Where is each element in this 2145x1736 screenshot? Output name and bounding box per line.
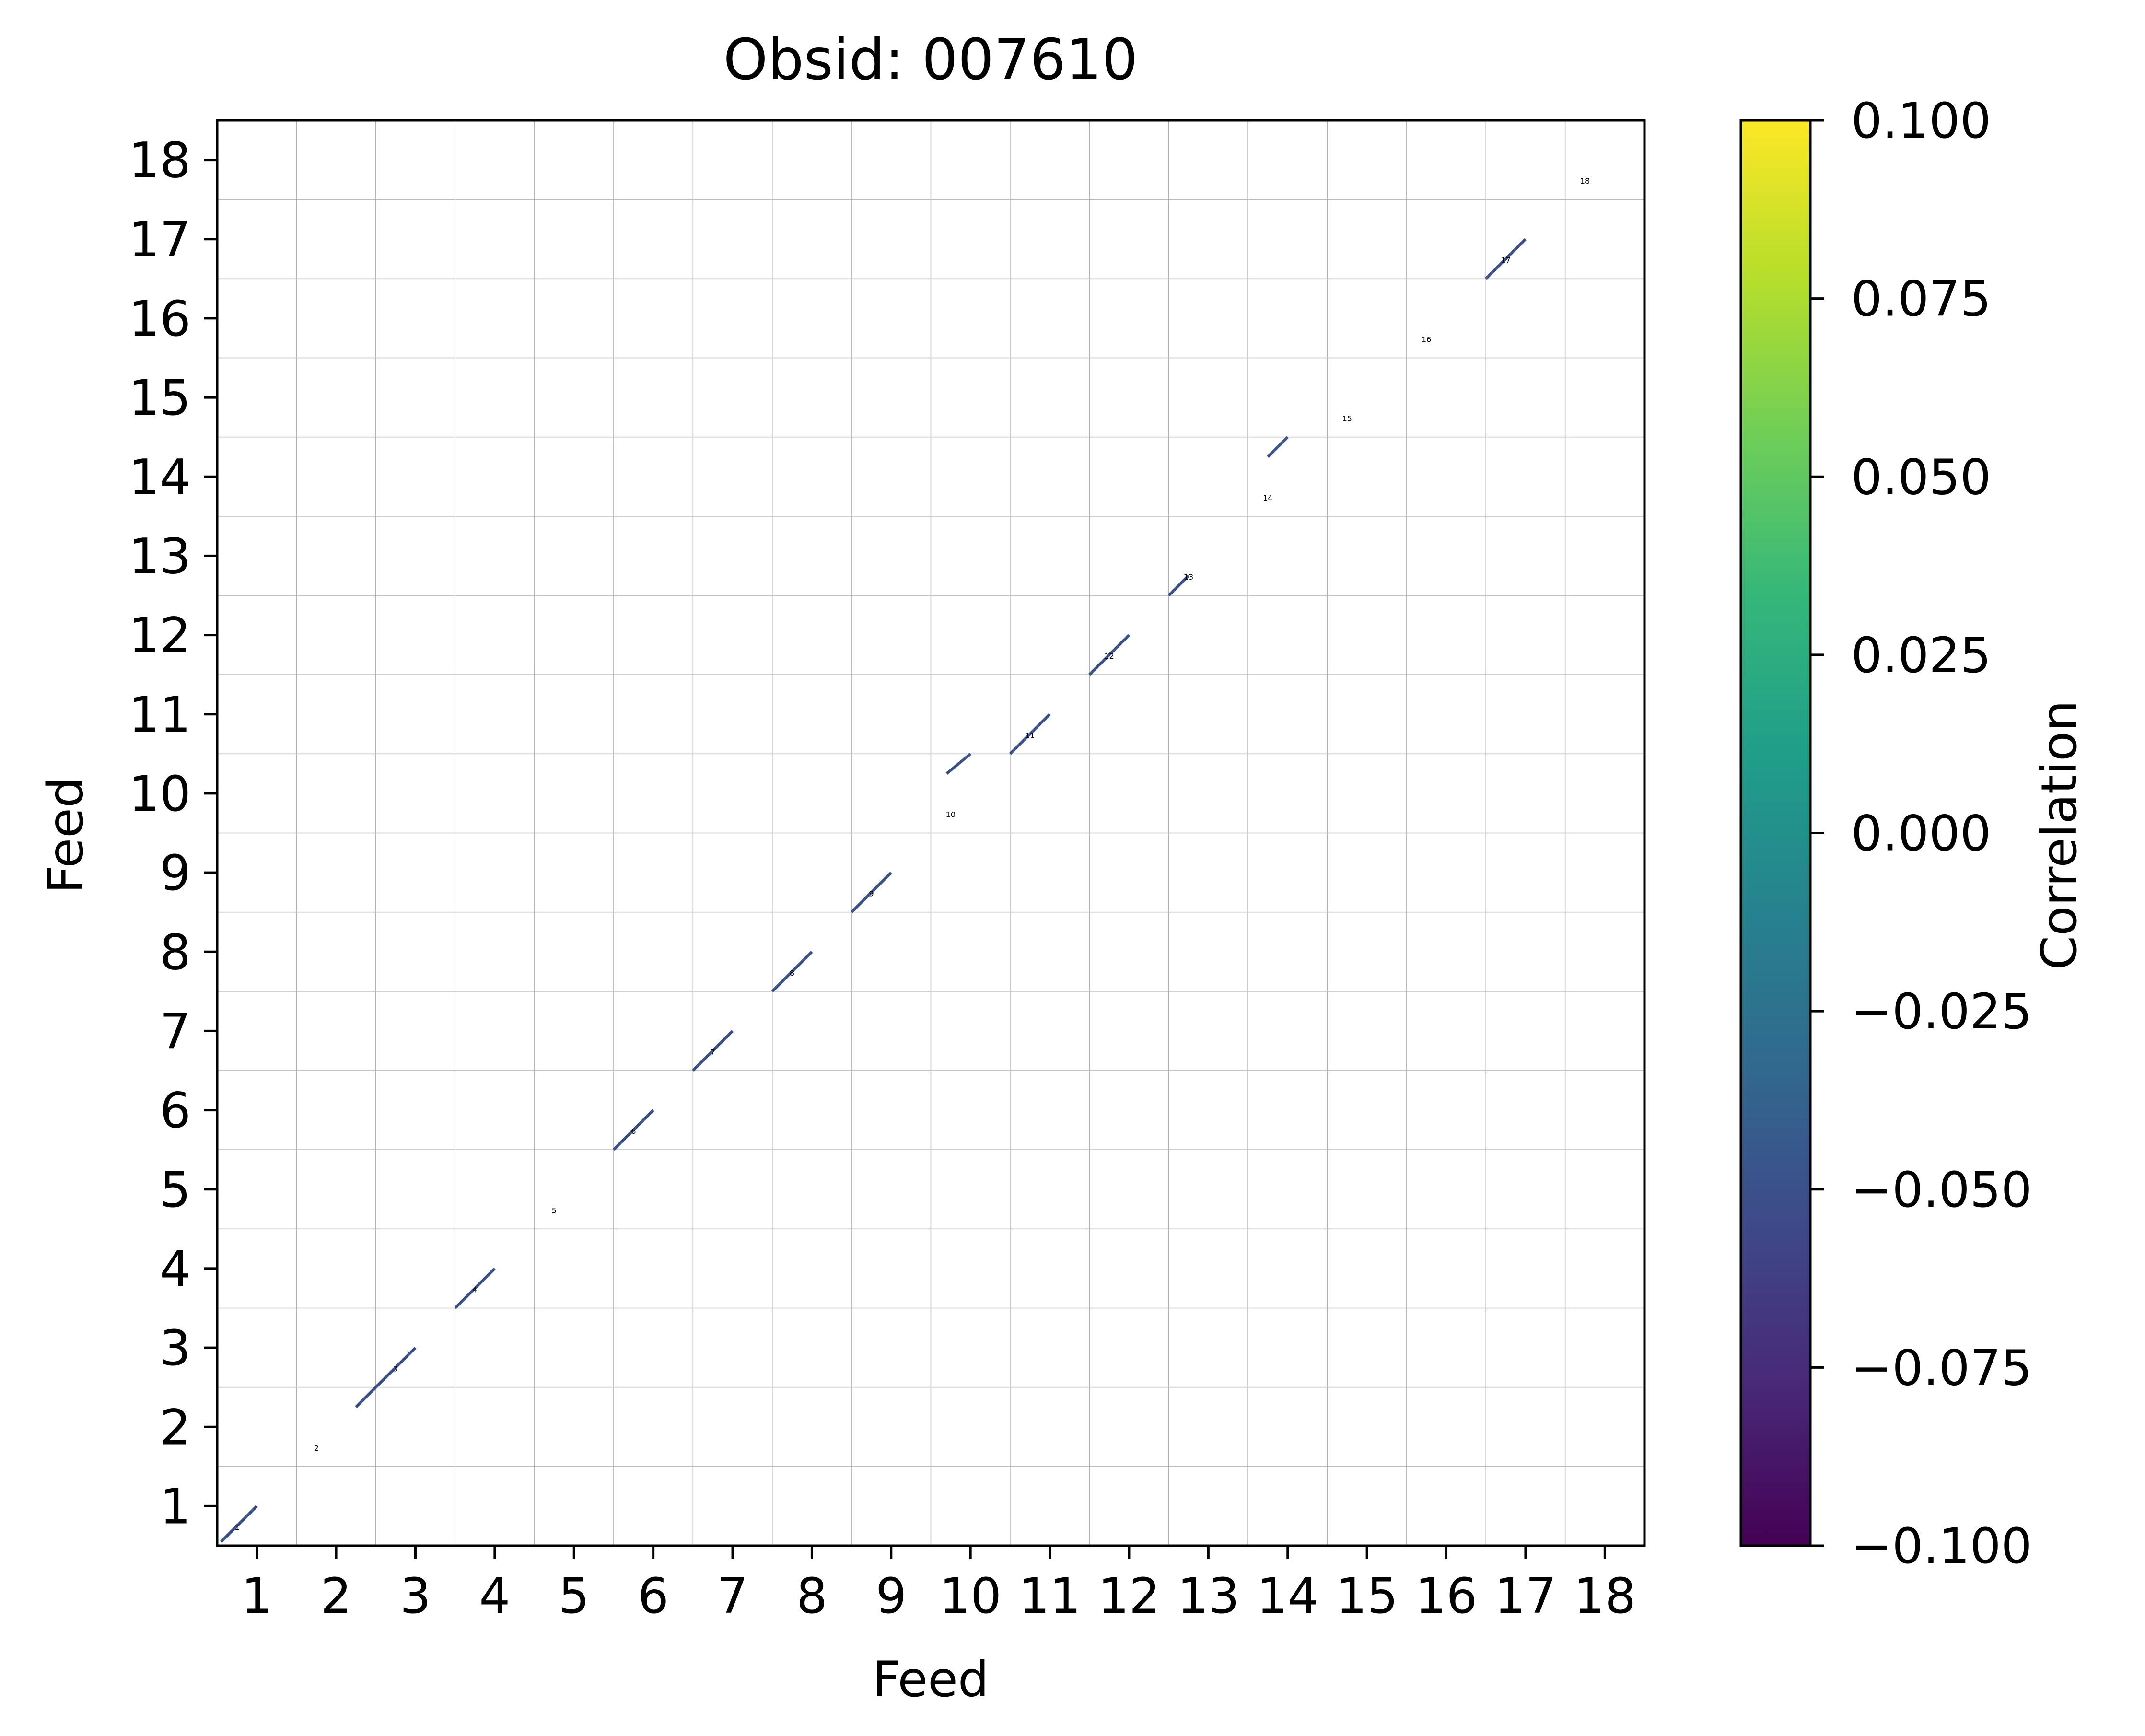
y-tick-label: 2 xyxy=(160,1399,191,1456)
y-tick-label: 1 xyxy=(160,1478,191,1535)
colorbar-tick-label: 0.000 xyxy=(1851,805,1991,862)
y-tick-label: 13 xyxy=(128,528,191,585)
colorbar-tick-label: −0.050 xyxy=(1851,1162,2032,1219)
y-tick-label: 16 xyxy=(128,291,191,348)
diagonal-feed-label: 15 xyxy=(1342,414,1352,423)
colorbar-label: Correlation xyxy=(2031,700,2088,970)
x-tick-label: 5 xyxy=(559,1568,590,1625)
x-tick-label: 13 xyxy=(1177,1568,1239,1625)
diagonal-feed-label: 17 xyxy=(1501,256,1510,265)
x-tick-label: 3 xyxy=(400,1568,431,1625)
x-tick-label: 16 xyxy=(1415,1568,1478,1625)
colorbar-tick-label: −0.025 xyxy=(1851,983,2032,1040)
x-axis-label: Feed xyxy=(872,1651,989,1708)
diagonal-line xyxy=(1009,713,1051,755)
diagonal-feed-label: 1 xyxy=(234,1523,239,1532)
y-tick-label: 11 xyxy=(128,687,191,744)
diagonal-feed-label: 18 xyxy=(1580,176,1590,186)
x-tick-label: 12 xyxy=(1098,1568,1160,1625)
colorbar-tick-label: 0.050 xyxy=(1851,449,1991,506)
x-tick-label: 1 xyxy=(241,1568,272,1625)
colorbar-ticks: 0.100 0.075 0.050 0.025 0.000 −0.025 −0.050 −0.… xyxy=(1810,93,2032,1575)
y-tick-label: 9 xyxy=(160,845,191,902)
y-tick-label: 15 xyxy=(128,370,191,427)
diagonal-feed-label: 12 xyxy=(1104,652,1114,661)
y-tick-label: 10 xyxy=(128,766,191,823)
x-tick-label: 11 xyxy=(1019,1568,1081,1625)
y-tick-label: 5 xyxy=(160,1162,191,1219)
diagonal-line xyxy=(692,1030,734,1072)
diagonal-line xyxy=(355,1386,377,1409)
diagonal-line xyxy=(612,1109,654,1151)
x-tick-label: 2 xyxy=(321,1568,352,1625)
colorbar-tick-label: −0.100 xyxy=(1851,1518,2032,1575)
diagonal-feed-label: 10 xyxy=(946,810,956,819)
x-tick-label: 14 xyxy=(1257,1568,1319,1625)
diagonal-feed-label: 3 xyxy=(393,1364,398,1374)
y-tick-label: 14 xyxy=(128,449,191,506)
diagonal-line xyxy=(220,1505,258,1543)
x-axis-ticks: 1 2 3 4 5 6 7 8 9 10 11 12 13 14 15 16 17 18 xyxy=(241,1546,1636,1625)
diagonal-feed-label: 8 xyxy=(790,968,794,978)
diagonal-line xyxy=(1485,238,1527,280)
diagonal-feed-label: 7 xyxy=(711,1048,715,1057)
diagonal-line xyxy=(454,1267,496,1309)
y-tick-label: 8 xyxy=(160,924,191,981)
diagonal-line xyxy=(1267,436,1289,458)
x-tick-label: 7 xyxy=(717,1568,748,1625)
diagonal-feed-label: 16 xyxy=(1422,335,1431,344)
y-tick-label: 18 xyxy=(128,132,191,189)
x-tick-label: 8 xyxy=(796,1568,828,1625)
diagonal-line xyxy=(771,951,813,992)
y-tick-label: 6 xyxy=(160,1083,191,1140)
colorbar-tick-label: −0.075 xyxy=(1851,1340,2032,1397)
chart-title: Obsid: 007610 xyxy=(723,26,1138,93)
heatmap-gridlines xyxy=(217,120,1644,1546)
diagonal-feed-label: 9 xyxy=(869,889,874,898)
diagonal-blocks xyxy=(220,238,1527,1543)
diagonal-feed-label: 6 xyxy=(631,1127,636,1136)
diagonal-feed-label: 13 xyxy=(1184,572,1193,582)
plot-frame xyxy=(216,119,1646,1547)
diagonal-line xyxy=(374,1346,417,1388)
x-tick-label: 6 xyxy=(638,1568,669,1625)
x-tick-label: 18 xyxy=(1574,1568,1636,1625)
diagonal-line xyxy=(1088,634,1131,676)
diagonal-line xyxy=(945,753,972,775)
colorbar-tick-label: 0.100 xyxy=(1851,93,1991,150)
x-tick-label: 9 xyxy=(875,1568,907,1625)
y-tick-label: 17 xyxy=(128,211,191,268)
diagonal-line xyxy=(850,871,892,913)
colorbar xyxy=(1739,119,1812,1547)
y-tick-label: 7 xyxy=(160,1003,191,1060)
diagonal-line xyxy=(1167,574,1190,597)
colorbar-tick-label: 0.075 xyxy=(1851,271,1991,328)
x-tick-label: 4 xyxy=(479,1568,510,1625)
diagonal-feed-label: 4 xyxy=(472,1285,477,1294)
y-axis-label: Feed xyxy=(37,777,94,893)
colorbar-tick-label: 0.025 xyxy=(1851,627,1991,684)
x-tick-label: 17 xyxy=(1494,1568,1557,1625)
diagonal-feed-label: 5 xyxy=(552,1206,557,1215)
diagonal-feed-label: 14 xyxy=(1263,493,1272,502)
y-tick-label: 12 xyxy=(128,607,191,664)
y-tick-label: 3 xyxy=(160,1320,191,1377)
x-tick-label: 10 xyxy=(939,1568,1002,1625)
diagonal-feed-label: 2 xyxy=(314,1444,319,1453)
y-tick-label: 4 xyxy=(160,1241,191,1298)
diagonal-feed-label: 11 xyxy=(1025,731,1035,740)
x-tick-label: 15 xyxy=(1336,1568,1398,1625)
